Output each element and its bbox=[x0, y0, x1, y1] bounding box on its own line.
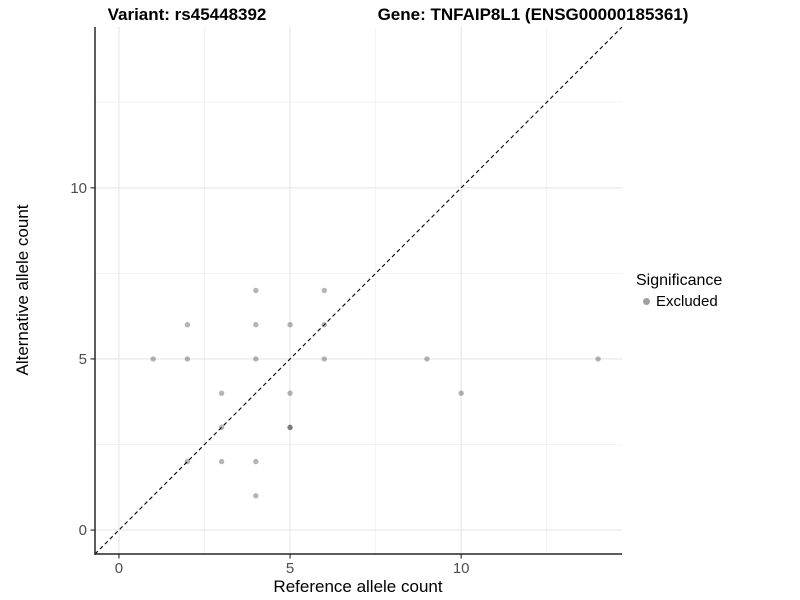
data-point bbox=[253, 356, 259, 362]
identity-line bbox=[94, 26, 623, 555]
legend-item-label: Excluded bbox=[656, 293, 718, 310]
gene-title: Gene: TNFAIP8L1 (ENSG00000185361) bbox=[377, 5, 689, 24]
data-point bbox=[458, 390, 464, 396]
data-point bbox=[287, 424, 293, 431]
data-point bbox=[150, 356, 156, 362]
x-tick-label: 5 bbox=[286, 560, 294, 577]
y-axis-title: Alternative allele count bbox=[13, 204, 32, 376]
data-point bbox=[287, 322, 293, 328]
data-point bbox=[253, 493, 259, 499]
data-point bbox=[321, 356, 327, 362]
data-point bbox=[218, 458, 225, 465]
data-point bbox=[253, 287, 259, 294]
y-tick-label: 0 bbox=[79, 522, 87, 539]
data-point bbox=[287, 390, 293, 396]
legend-title: Significance bbox=[636, 272, 723, 289]
data-point bbox=[424, 356, 430, 362]
data-point bbox=[321, 322, 327, 328]
data-point bbox=[184, 458, 191, 465]
data-point bbox=[253, 322, 259, 328]
data-point bbox=[253, 458, 259, 465]
legend-item-excluded: Excluded bbox=[636, 293, 722, 310]
x-tick-label: 10 bbox=[453, 560, 470, 577]
data-point bbox=[218, 424, 225, 431]
data-point bbox=[321, 287, 327, 294]
x-axis-title: Reference allele count bbox=[273, 577, 443, 596]
y-tick-label: 5 bbox=[79, 351, 87, 368]
y-tick-label: 10 bbox=[70, 180, 87, 197]
legend: Significance Excluded bbox=[636, 272, 722, 310]
data-point bbox=[184, 322, 191, 328]
data-point bbox=[287, 424, 293, 431]
data-point bbox=[595, 356, 601, 362]
excluded-point-icon bbox=[643, 298, 650, 305]
x-tick-label: 0 bbox=[115, 560, 123, 577]
variant-title: Variant: rs45448392 bbox=[107, 5, 267, 24]
data-point bbox=[218, 390, 225, 396]
data-point bbox=[184, 356, 191, 362]
